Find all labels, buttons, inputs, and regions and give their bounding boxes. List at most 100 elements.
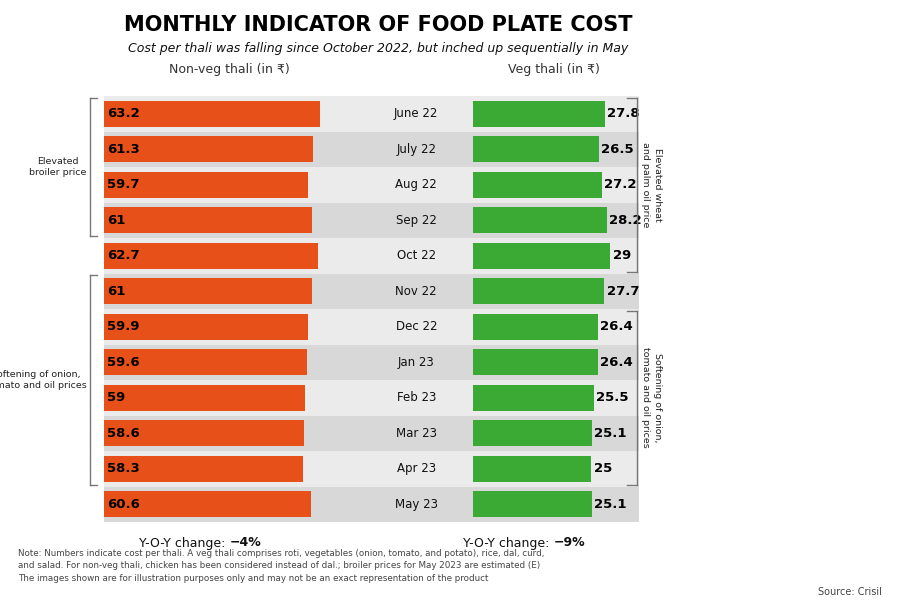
Bar xyxy=(104,238,360,274)
Bar xyxy=(104,136,313,162)
Bar xyxy=(360,96,472,131)
Bar xyxy=(104,96,360,131)
Bar xyxy=(472,208,607,233)
Text: 25.5: 25.5 xyxy=(596,391,629,404)
Text: Cost per thali was falling since October 2022, but inched up sequentially in May: Cost per thali was falling since October… xyxy=(128,42,628,55)
Bar xyxy=(360,380,472,416)
Bar xyxy=(472,131,639,167)
Bar xyxy=(472,309,639,344)
Bar xyxy=(104,243,318,269)
Text: 63.2: 63.2 xyxy=(107,107,140,120)
Bar xyxy=(104,349,307,375)
Text: 58.6: 58.6 xyxy=(107,427,140,440)
Text: 26.5: 26.5 xyxy=(601,143,634,156)
Bar xyxy=(472,278,604,304)
Text: Jan 23: Jan 23 xyxy=(398,356,435,369)
Bar xyxy=(360,238,472,274)
Text: 26.4: 26.4 xyxy=(600,320,634,333)
Bar xyxy=(472,349,598,375)
Bar xyxy=(472,203,639,238)
Bar xyxy=(472,451,639,487)
Bar xyxy=(472,487,639,522)
Bar xyxy=(472,243,610,269)
Bar xyxy=(104,344,360,380)
Text: MONTHLY INDICATOR OF FOOD PLATE COST: MONTHLY INDICATOR OF FOOD PLATE COST xyxy=(124,15,632,35)
Text: 25: 25 xyxy=(594,462,612,475)
Text: Feb 23: Feb 23 xyxy=(397,391,436,404)
Bar xyxy=(472,96,639,131)
Bar xyxy=(104,416,360,451)
Bar xyxy=(104,385,305,410)
Text: −9%: −9% xyxy=(554,536,585,550)
Bar xyxy=(104,314,309,340)
Bar xyxy=(104,380,360,416)
Text: 27.2: 27.2 xyxy=(604,178,637,191)
Text: 26.4: 26.4 xyxy=(600,356,634,369)
Bar xyxy=(104,131,360,167)
Text: Dec 22: Dec 22 xyxy=(395,320,437,333)
Bar xyxy=(104,101,320,127)
Text: June 22: June 22 xyxy=(394,107,438,120)
Bar xyxy=(104,172,308,197)
Bar xyxy=(472,314,598,340)
Text: May 23: May 23 xyxy=(395,498,437,511)
Bar xyxy=(472,456,591,482)
Bar xyxy=(360,274,472,309)
Text: 61: 61 xyxy=(107,214,125,227)
Text: Softening of onion,
tomato and oil prices: Softening of onion, tomato and oil price… xyxy=(0,370,86,391)
Bar xyxy=(472,421,592,446)
Bar xyxy=(104,167,360,203)
Bar xyxy=(360,309,472,344)
Text: 59: 59 xyxy=(107,391,125,404)
Bar xyxy=(472,416,639,451)
Bar xyxy=(360,344,472,380)
Text: Mar 23: Mar 23 xyxy=(396,427,436,440)
Text: Aug 22: Aug 22 xyxy=(395,178,437,191)
Text: 61: 61 xyxy=(107,285,125,298)
Bar xyxy=(104,421,304,446)
Text: July 22: July 22 xyxy=(396,143,436,156)
Bar xyxy=(472,491,592,517)
Text: 59.7: 59.7 xyxy=(107,178,140,191)
Bar xyxy=(104,203,360,238)
Bar xyxy=(472,136,598,162)
Text: Y-O-Y change:: Y-O-Y change: xyxy=(464,536,554,550)
Bar xyxy=(104,274,360,309)
Text: 27.8: 27.8 xyxy=(608,107,640,120)
Bar xyxy=(104,278,312,304)
Bar xyxy=(104,491,310,517)
Text: 28.2: 28.2 xyxy=(609,214,642,227)
Text: Oct 22: Oct 22 xyxy=(397,249,436,262)
Bar xyxy=(472,380,639,416)
Text: Nov 22: Nov 22 xyxy=(395,285,437,298)
Text: Apr 23: Apr 23 xyxy=(397,462,436,475)
Bar xyxy=(472,385,594,410)
Text: Source: Crisil: Source: Crisil xyxy=(818,587,882,597)
Text: Note: Numbers indicate cost per thali. A veg thali comprises roti, vegetables (o: Note: Numbers indicate cost per thali. A… xyxy=(18,549,544,583)
Bar xyxy=(360,167,472,203)
Bar xyxy=(104,487,360,522)
Bar xyxy=(104,451,360,487)
Bar xyxy=(472,167,639,203)
Text: Elevated wheat
and palm oil price: Elevated wheat and palm oil price xyxy=(642,142,662,227)
Text: Y-O-Y change:: Y-O-Y change: xyxy=(140,536,230,550)
Bar xyxy=(472,344,639,380)
Text: 27.7: 27.7 xyxy=(607,285,639,298)
Text: Elevated
broiler price: Elevated broiler price xyxy=(29,157,86,178)
Text: 59.6: 59.6 xyxy=(107,356,140,369)
Bar xyxy=(472,172,602,197)
Bar xyxy=(472,274,639,309)
Bar xyxy=(360,416,472,451)
Text: Sep 22: Sep 22 xyxy=(396,214,436,227)
Text: 58.3: 58.3 xyxy=(107,462,140,475)
Bar xyxy=(472,238,639,274)
Bar xyxy=(104,309,360,344)
Bar xyxy=(104,208,312,233)
Bar xyxy=(360,203,472,238)
Bar xyxy=(360,487,472,522)
Text: 62.7: 62.7 xyxy=(107,249,140,262)
Bar xyxy=(472,101,605,127)
Text: 29: 29 xyxy=(613,249,631,262)
Bar xyxy=(360,131,472,167)
Text: 61.3: 61.3 xyxy=(107,143,140,156)
